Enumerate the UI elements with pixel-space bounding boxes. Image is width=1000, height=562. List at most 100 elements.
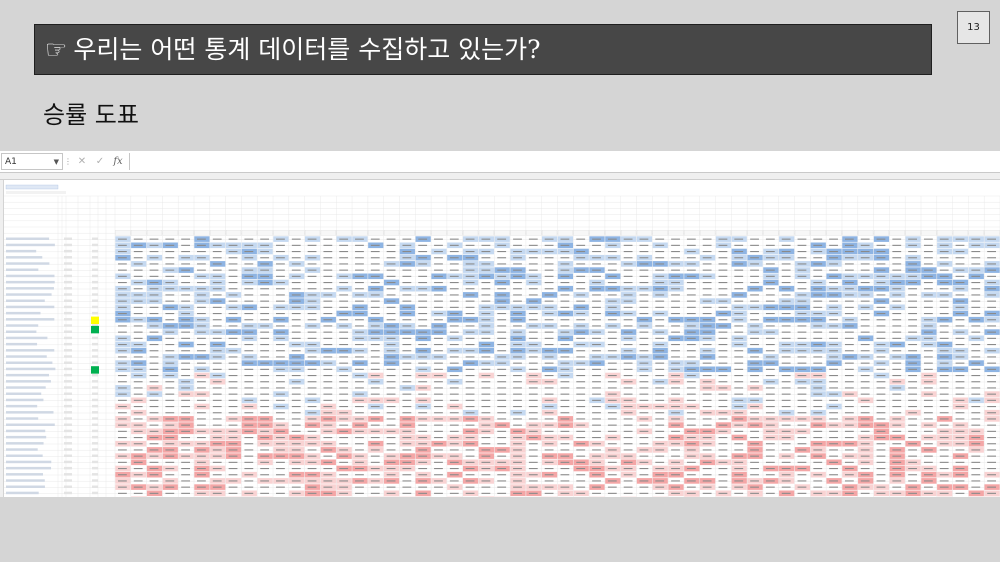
stat-cell[interactable] [92,473,98,476]
table-header-cell[interactable] [731,230,747,236]
sheet-subtitle-cell[interactable] [6,191,66,194]
stat-cell[interactable] [92,349,98,352]
table-header-cell[interactable] [589,230,605,236]
team-name-cell[interactable] [6,262,50,265]
table-header-cell[interactable] [684,230,700,236]
rank-cell[interactable] [64,274,72,278]
team-name-cell[interactable] [6,491,39,495]
rank-cell[interactable] [64,460,72,464]
rank-cell[interactable] [64,249,72,253]
stat-cell[interactable] [92,305,98,309]
rank-cell[interactable] [64,491,72,495]
team-name-cell[interactable] [6,287,54,290]
team-name-cell[interactable] [6,318,55,321]
table-header-cell[interactable] [968,230,984,236]
table-header-cell[interactable] [905,230,921,236]
table-header-cell[interactable] [605,230,621,236]
stat-cell[interactable] [92,411,98,414]
table-header-cell[interactable] [384,230,400,236]
team-name-cell[interactable] [6,280,55,284]
team-name-cell[interactable] [6,373,49,377]
team-name-cell[interactable] [6,473,43,476]
stat-cell[interactable] [92,392,98,396]
stat-cell[interactable] [92,237,98,241]
stat-cell[interactable] [92,299,98,303]
rank-cell[interactable] [64,411,72,414]
stat-cell[interactable] [92,435,98,439]
stat-cell[interactable] [92,342,98,346]
marker-yellow-cell[interactable] [91,316,99,325]
team-name-cell[interactable] [6,442,44,445]
table-header-cell[interactable] [842,230,858,236]
table-header-cell[interactable] [700,230,716,236]
table-header-cell[interactable] [715,230,731,236]
team-name-cell[interactable] [6,355,47,358]
stat-cell[interactable] [92,398,98,402]
table-header-cell[interactable] [146,230,163,236]
stat-cell[interactable] [92,386,98,389]
table-header-cell[interactable] [810,230,826,236]
team-name-cell[interactable] [6,268,39,272]
insert-function-icon[interactable]: fx [113,156,123,167]
sheet-title-cell[interactable] [5,184,59,190]
rank-cell[interactable] [64,262,72,265]
table-header-cell[interactable] [526,230,542,236]
table-header-cell[interactable] [273,230,289,236]
rank-cell[interactable] [64,324,72,327]
stat-cell[interactable] [92,361,98,365]
table-header-cell[interactable] [320,230,336,236]
stat-cell[interactable] [92,454,98,458]
marker-green-cell[interactable] [91,366,99,374]
stat-cell[interactable] [92,460,98,464]
team-name-cell[interactable] [6,342,38,346]
rank-cell[interactable] [64,287,72,290]
rank-cell[interactable] [64,404,72,408]
rank-cell[interactable] [64,237,72,241]
stat-cell[interactable] [92,442,98,445]
team-name-cell[interactable] [6,411,54,414]
table-header-cell[interactable] [873,230,890,236]
rank-cell[interactable] [64,268,72,272]
table-header-cell[interactable] [763,230,779,236]
team-name-cell[interactable] [6,466,52,470]
team-name-cell[interactable] [6,448,38,451]
team-name-cell[interactable] [6,256,43,259]
team-name-cell[interactable] [6,392,42,396]
rank-cell[interactable] [64,280,72,284]
team-name-cell[interactable] [6,386,46,389]
table-header-cell[interactable] [668,230,684,236]
table-header-cell[interactable] [510,230,526,236]
table-header-cell[interactable] [463,230,479,236]
rank-cell[interactable] [64,473,72,476]
stat-cell[interactable] [92,380,98,383]
table-header-cell[interactable] [368,230,384,236]
rank-cell[interactable] [64,367,72,371]
spreadsheet-grid[interactable] [0,180,1000,497]
team-name-cell[interactable] [6,249,37,253]
table-header-cell[interactable] [826,230,842,236]
stat-cell[interactable] [92,485,98,489]
table-header-cell[interactable] [621,230,637,236]
table-header-cell[interactable] [336,230,352,236]
stat-cell[interactable] [92,355,98,358]
rank-cell[interactable] [64,435,72,439]
stat-cell[interactable] [92,274,98,278]
team-name-cell[interactable] [6,367,56,371]
table-header-cell[interactable] [115,230,131,236]
rank-cell[interactable] [64,361,72,365]
rank-cell[interactable] [64,454,72,458]
table-header-cell[interactable] [984,230,1000,236]
rank-cell[interactable] [64,466,72,470]
team-name-cell[interactable] [6,330,37,334]
rank-cell[interactable] [64,485,72,489]
table-header-cell[interactable] [178,230,194,236]
table-header-cell[interactable] [225,230,242,236]
team-name-cell[interactable] [6,243,55,247]
team-name-cell[interactable] [6,423,55,427]
table-header-cell[interactable] [952,230,969,236]
rank-cell[interactable] [64,392,72,396]
rank-cell[interactable] [64,243,72,247]
table-header-cell[interactable] [194,230,210,236]
table-header-cell[interactable] [858,230,874,236]
enter-icon[interactable]: ✓ [95,156,105,167]
